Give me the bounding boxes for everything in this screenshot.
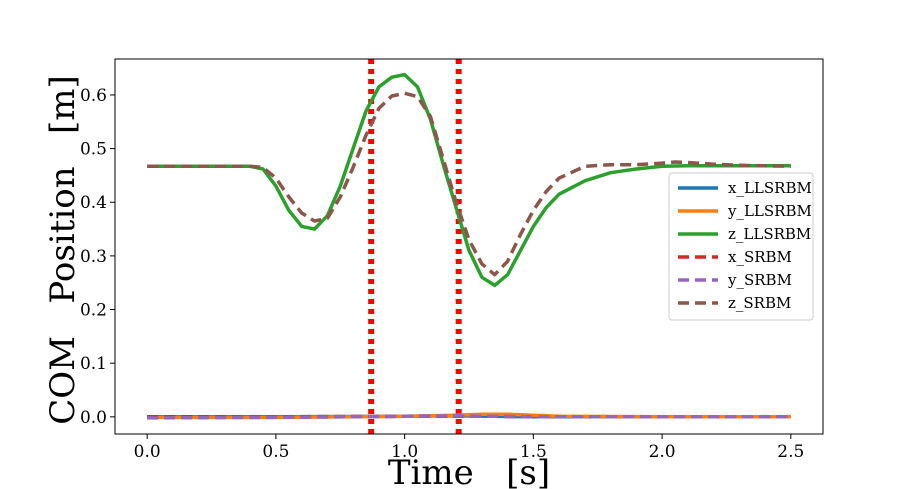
legend-label: y_LLSRBM xyxy=(727,202,812,220)
y-tick-label: 0.3 xyxy=(80,247,107,267)
plot-frame xyxy=(114,58,824,435)
legend-label: y_SRBM xyxy=(727,271,792,289)
y-tick-label: 0.6 xyxy=(80,86,107,106)
legend: x_LLSRBM y_LLSRBM z_LLSRBM x_SRBM y_SRBM z_SR… xyxy=(668,172,814,321)
series-line-y-srbm xyxy=(147,414,791,420)
x-tick-label: 1.5 xyxy=(520,442,547,462)
x-axis-title: Time [s] xyxy=(388,453,550,489)
legend-label: z_SRBM xyxy=(728,294,791,312)
series-line-z-llsrbm xyxy=(147,72,791,288)
y-tick-label: 0.2 xyxy=(80,301,107,321)
y-tick-label: 0.4 xyxy=(80,193,107,213)
x-tick-label: 2.5 xyxy=(777,442,804,462)
y-tick-label: 0.5 xyxy=(80,140,107,160)
x-tick-label: 0.0 xyxy=(134,442,161,462)
legend-label: x_LLSRBM xyxy=(728,179,812,197)
x-axis-ticks: 0.0 0.5 1.0 1.5 2.0 2.5 xyxy=(134,434,804,462)
y-axis-title: COM Position [m] xyxy=(43,75,83,425)
y-tick-label: 0.0 xyxy=(80,408,107,428)
x-tick-label: 0.5 xyxy=(262,442,289,462)
x-tick-label: 2.0 xyxy=(649,442,676,462)
series-layer xyxy=(147,72,791,420)
series-line-z-srbm xyxy=(147,91,791,277)
legend-label: x_SRBM xyxy=(728,248,792,266)
legend-label: z_LLSRBM xyxy=(728,225,811,243)
y-tick-label: 0.1 xyxy=(80,354,107,374)
x-tick-label: 1.0 xyxy=(391,442,418,462)
y-axis-ticks: 0.0 0.1 0.2 0.3 0.4 0.5 0.6 xyxy=(80,86,115,428)
